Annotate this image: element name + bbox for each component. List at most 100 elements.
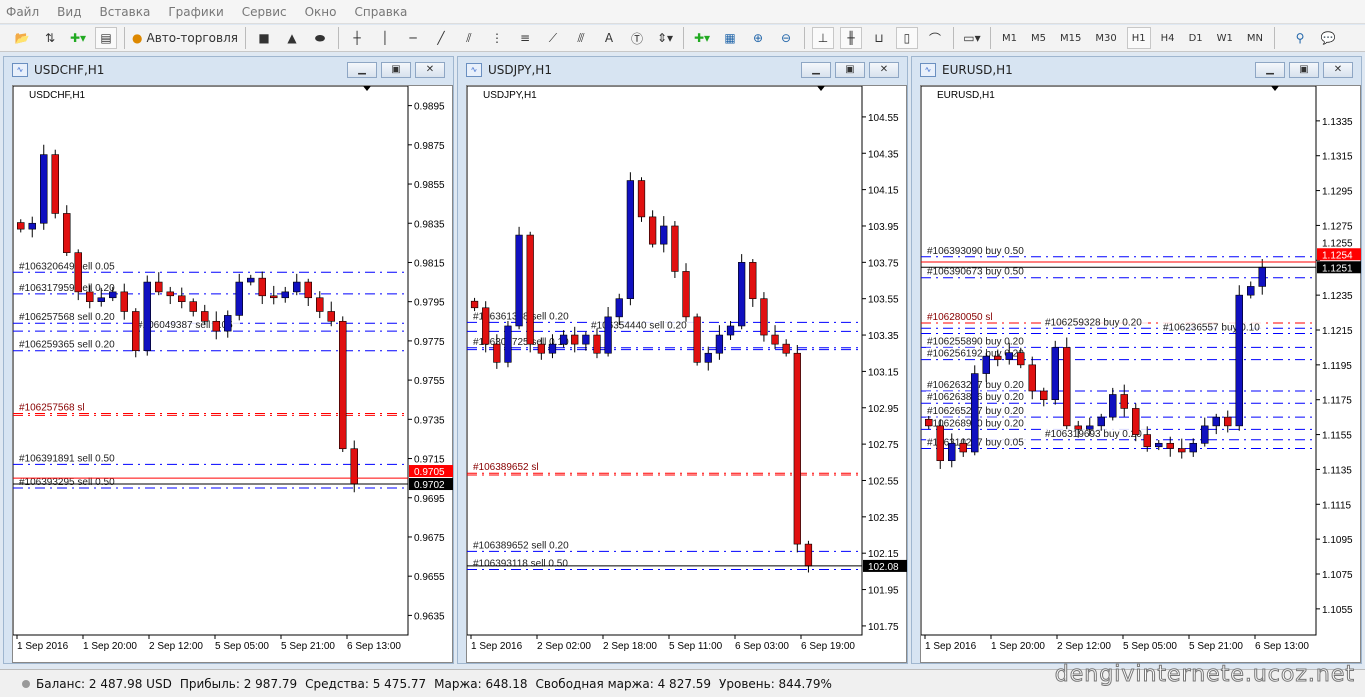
time-tick-label: 1 Sep 2016	[925, 641, 977, 652]
chart-area[interactable]: 104.55 104.35 104.15 103.95 103.75 103.55 103.…	[466, 85, 907, 663]
time-tick-label: 1 Sep 2016	[471, 641, 523, 652]
chat-icon[interactable]: 💬	[1320, 31, 1336, 45]
price-tick-label: 1.1115	[1322, 500, 1352, 511]
timeframe-m15[interactable]: M15	[1059, 32, 1082, 44]
price-tick-label: 102.95	[868, 404, 899, 415]
timeframe-m30[interactable]: M30	[1095, 32, 1117, 44]
account-status-bar: Баланс: 2 487.98 USD Прибыль: 2 987.79 С…	[0, 669, 1365, 697]
triangle-icon[interactable]: ▲	[287, 31, 297, 45]
candle	[1028, 356, 1037, 400]
maximize-button[interactable]: ▣	[381, 62, 411, 78]
open-folder-icon[interactable]: 📂	[14, 31, 30, 45]
candlestick-chart-icon[interactable]: ╫	[839, 27, 862, 49]
profiles-icon[interactable]: ⇅	[44, 31, 56, 45]
line-chart-icon[interactable]: ⊔	[874, 31, 884, 45]
crosshair-icon[interactable]: ┼	[353, 31, 361, 45]
chart-shift-marker[interactable]	[1271, 86, 1279, 91]
navigator-icon[interactable]: ▤	[95, 27, 117, 49]
minimize-button[interactable]: ▁	[801, 62, 831, 78]
price-tick-label: 1.1155	[1322, 431, 1352, 442]
candle	[1109, 387, 1117, 421]
menu-help[interactable]: Справка	[354, 4, 408, 19]
menu-file[interactable]: Файл	[6, 4, 40, 19]
price-tick-label: 0.9875	[414, 141, 445, 152]
ask-price-label: 1.1254	[1322, 250, 1353, 261]
minimize-button[interactable]: ▁	[1255, 62, 1285, 78]
zoom-out-icon[interactable]: ⊖	[780, 31, 792, 45]
candle	[224, 310, 232, 338]
chart-area[interactable]: 1.1335 1.1315 1.1295 1.1275 1.1255 1.1235 1.12…	[920, 85, 1361, 663]
search-icon[interactable]: ⚲	[1295, 31, 1305, 45]
candle	[615, 293, 623, 326]
text-label-icon[interactable]: Ⓣ	[630, 31, 643, 46]
time-tick-label: 6 Sep 13:00	[1255, 641, 1309, 652]
menu-charts[interactable]: Графики	[168, 4, 224, 19]
chart-shift-icon[interactable]: ▯	[895, 27, 918, 49]
timeframe-m1[interactable]: M1	[1001, 32, 1017, 44]
timeframe-w1[interactable]: W1	[1216, 32, 1233, 44]
price-tick-label: 0.9815	[414, 258, 445, 269]
timeframe-d1[interactable]: D1	[1188, 32, 1203, 44]
fibo-lines-icon[interactable]: ≡	[519, 31, 531, 45]
chart-shift-marker[interactable]	[363, 86, 371, 91]
candlestick-chart[interactable]: 1.1335 1.1315 1.1295 1.1275 1.1255 1.1235 1.12…	[920, 85, 1362, 664]
candle	[626, 172, 635, 306]
text-icon[interactable]: A	[604, 31, 614, 45]
periods-icon[interactable]: ▭▾	[963, 31, 981, 45]
autoscroll-icon[interactable]: ⌒	[928, 31, 941, 46]
ellipse-icon[interactable]: ⬬	[314, 30, 326, 45]
maximize-button[interactable]: ▣	[835, 62, 865, 78]
menu-view[interactable]: Вид	[57, 4, 82, 19]
time-tick-label: 5 Sep 11:00	[669, 641, 723, 652]
price-tick-label: 0.9835	[414, 219, 445, 230]
order-label: #106390673 buy 0.50	[927, 267, 1024, 278]
indicators-icon[interactable]: ✚▾	[693, 31, 711, 45]
menu-tools[interactable]: Сервис	[241, 4, 287, 19]
candlestick-chart[interactable]: 0.9895 0.9875 0.9855 0.9835 0.9815 0.9795 0.97…	[12, 85, 454, 664]
horizontal-line-icon[interactable]: ─	[409, 31, 417, 45]
close-button[interactable]: ✕	[1323, 62, 1353, 78]
menu-insert[interactable]: Вставка	[99, 4, 151, 19]
close-button[interactable]: ✕	[869, 62, 899, 78]
price-tick-label: 103.75	[868, 258, 899, 269]
chart-shift-marker[interactable]	[817, 86, 825, 91]
candle	[1177, 438, 1186, 459]
candlestick-chart[interactable]: 104.55 104.35 104.15 103.95 103.75 103.55 103.…	[466, 85, 908, 664]
fibo-channel-icon[interactable]: ⫻	[577, 30, 585, 45]
chart-area[interactable]: 0.9895 0.9875 0.9855 0.9835 0.9815 0.9795 0.97…	[12, 85, 453, 663]
minimize-button[interactable]: ▁	[347, 62, 377, 78]
fibo-fan-icon[interactable]: ⟋	[548, 30, 558, 45]
window-titlebar[interactable]: ∿ USDJPY,H1 ▁ ▣ ✕	[458, 57, 907, 83]
time-tick-label: 5 Sep 21:00	[1189, 641, 1243, 652]
candle	[281, 286, 289, 303]
vertical-line-icon[interactable]: │	[381, 31, 389, 45]
equidistant-channel-icon[interactable]: ⫽	[466, 30, 472, 45]
candle	[648, 210, 657, 248]
plot-area	[920, 85, 1317, 636]
price-tick-label: 1.1215	[1322, 326, 1353, 337]
timeframe-h1[interactable]: H1	[1126, 27, 1151, 49]
candle	[1212, 413, 1220, 435]
window-titlebar[interactable]: ∿ USDCHF,H1 ▁ ▣ ✕	[4, 57, 453, 83]
price-tick-label: 0.9795	[414, 298, 445, 309]
trendline-icon[interactable]: ╱	[437, 31, 445, 45]
autotrading-button[interactable]: ● Авто-торговля	[132, 27, 238, 49]
fibo-retracement-icon[interactable]: ⋮	[490, 31, 503, 45]
candle	[1235, 285, 1243, 431]
templates-icon[interactable]: ▦	[724, 31, 736, 45]
timeframe-m5[interactable]: M5	[1030, 32, 1046, 44]
new-chart-icon[interactable]: ✚▾	[69, 31, 87, 45]
bar-chart-icon[interactable]: ⊥	[811, 27, 834, 49]
timeframe-h4[interactable]: H4	[1160, 32, 1175, 44]
maximize-button[interactable]: ▣	[1289, 62, 1319, 78]
order-label: #106393295 sell 0.50	[19, 477, 115, 488]
zoom-in-icon[interactable]: ⊕	[752, 31, 764, 45]
menu-window[interactable]: Окно	[304, 4, 337, 19]
price-tick-label: 1.1315	[1322, 152, 1353, 163]
order-label: #106256192 buy 0.20	[927, 349, 1024, 360]
timeframe-mn[interactable]: MN	[1246, 32, 1264, 44]
close-button[interactable]: ✕	[415, 62, 445, 78]
rectangle-icon[interactable]: ■	[258, 31, 270, 45]
window-titlebar[interactable]: ∿ EURUSD,H1 ▁ ▣ ✕	[912, 57, 1361, 83]
arrows-icon[interactable]: ⇕▾	[656, 31, 674, 45]
